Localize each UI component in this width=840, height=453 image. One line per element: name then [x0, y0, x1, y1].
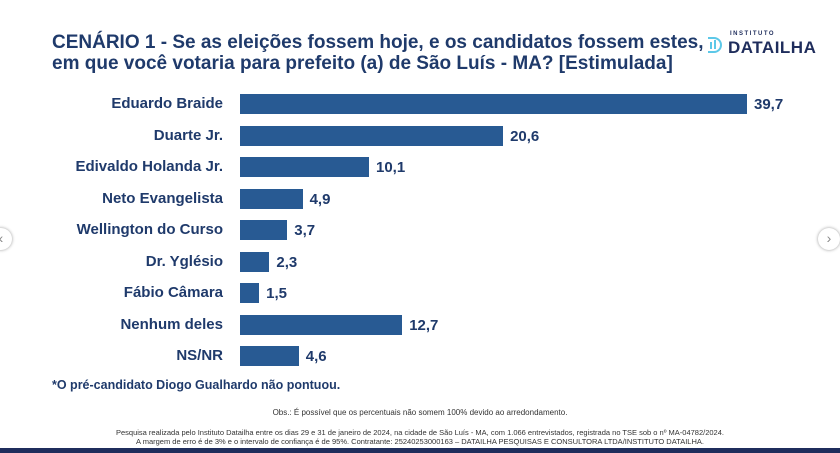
value-label: 2,3 [276, 253, 298, 271]
bar [240, 314, 403, 335]
bar [240, 125, 504, 146]
prev-button[interactable]: ‹ [0, 228, 12, 250]
logo-icon [708, 37, 722, 53]
value-label: 12,7 [409, 316, 439, 334]
category-label: Fábio Câmara [123, 284, 223, 301]
datailha-logo: INSTITUTO DATAILHA [704, 30, 829, 60]
category-label: Dr. Yglésio [145, 252, 223, 270]
observation: Obs.: É possível que os percentuais não … [272, 408, 568, 417]
title-line-1: CENÁRIO 1 - Se as eleições fossem hoje, … [52, 32, 704, 53]
methodology-footer: Pesquisa realizada pelo Instituto Datail… [0, 428, 840, 446]
category-label: Edivaldo Holanda Jr. [75, 158, 223, 175]
next-button[interactable]: › [818, 228, 840, 250]
bar [240, 220, 288, 240]
category-label: Duarte Jr. [153, 126, 223, 144]
value-label: 4,6 [305, 348, 327, 365]
value-label: 10,1 [375, 159, 406, 176]
category-label: Nenhum deles [120, 315, 223, 333]
value-label: 20,6 [510, 127, 540, 145]
footer-line-2: A margem de erro é de 3% e o intervalo d… [136, 437, 704, 446]
value-label: 4,9 [309, 190, 331, 208]
title-line-2: em que você votaria para prefeito (a) de… [52, 53, 673, 74]
bar [240, 283, 260, 303]
logo-small-text: INSTITUTO [730, 31, 776, 37]
bar [240, 188, 303, 209]
value-label: 39,7 [754, 96, 784, 113]
bar [240, 157, 369, 177]
bar [240, 94, 747, 114]
bottom-strip [0, 448, 840, 453]
logo-big-text: DATAILHA [728, 38, 817, 57]
bar [240, 251, 270, 272]
category-label: NS/NR [176, 347, 223, 364]
category-label: Wellington do Curso [76, 221, 223, 238]
value-label: 3,7 [294, 222, 316, 239]
footer-line-1: Pesquisa realizada pelo Instituto Datail… [116, 428, 724, 437]
footnote: *O pré-candidato Diogo Gualhardo não pon… [52, 378, 341, 392]
value-label: 1,5 [266, 285, 287, 302]
bar [240, 346, 299, 366]
chart-title: CENÁRIO 1 - Se as eleições fossem hoje, … [52, 32, 704, 74]
category-label: Eduardo Braide [111, 95, 223, 112]
category-label: Neto Evangelista [102, 189, 223, 207]
